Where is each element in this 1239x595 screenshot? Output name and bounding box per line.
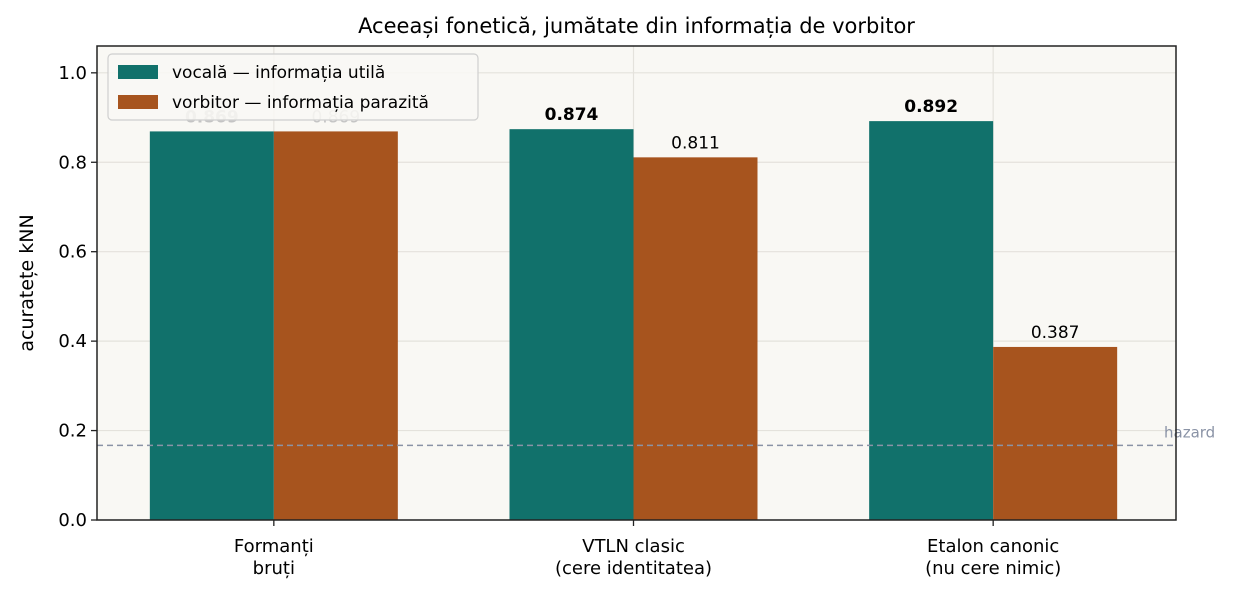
x-tick-label: (nu cere nimic) [925,558,1061,579]
reference-line-group: hazard [97,423,1215,447]
legend-box [107,53,479,121]
legend-label: vorbitor — informația parazită [172,93,429,113]
legend-label: vocală — informația utilă [172,63,385,83]
y-tick-label: 0.2 [58,421,87,442]
bar-vocala-0 [149,131,274,521]
bar-vorbitor-1 [633,157,758,520]
data-label: 0.387 [1031,323,1080,343]
x-tick-label: Formanți [234,536,314,557]
x-tick-label: VTLN clasic [582,536,685,557]
bar-vocala-1 [509,129,634,520]
y-tick-label: 0.0 [58,510,87,531]
chart-title: Aceeași fonetică, jumătate din informați… [358,14,915,38]
data-label: 0.892 [904,97,958,117]
data-label: 0.874 [545,105,599,125]
y-axis-ticks: 0.0 0.2 0.4 0.6 0.8 1.0 [58,63,97,531]
legend-swatch [118,65,158,79]
y-tick-label: 1.0 [58,63,87,84]
y-tick-label: 0.4 [58,331,87,352]
bar-vorbitor-0 [273,131,398,521]
bar-vorbitor-2 [993,346,1118,520]
y-tick-label: 0.6 [58,242,87,263]
data-label: 0.811 [671,133,720,153]
x-tick-label: bruți [253,558,295,579]
x-tick-label: (cere identitatea) [555,558,712,579]
legend-swatch [118,95,158,109]
x-tick-label: Etalon canonic [927,536,1059,557]
y-axis-label: acuratețe kNN [16,214,38,351]
bar-vocala-2 [869,121,994,521]
hazard-label: hazard [1164,423,1215,441]
y-tick-label: 0.8 [58,152,87,173]
plot-frame [96,45,1177,521]
bars [149,121,1118,521]
legend: vocală — informația utilă vorbitor — info… [107,53,479,121]
